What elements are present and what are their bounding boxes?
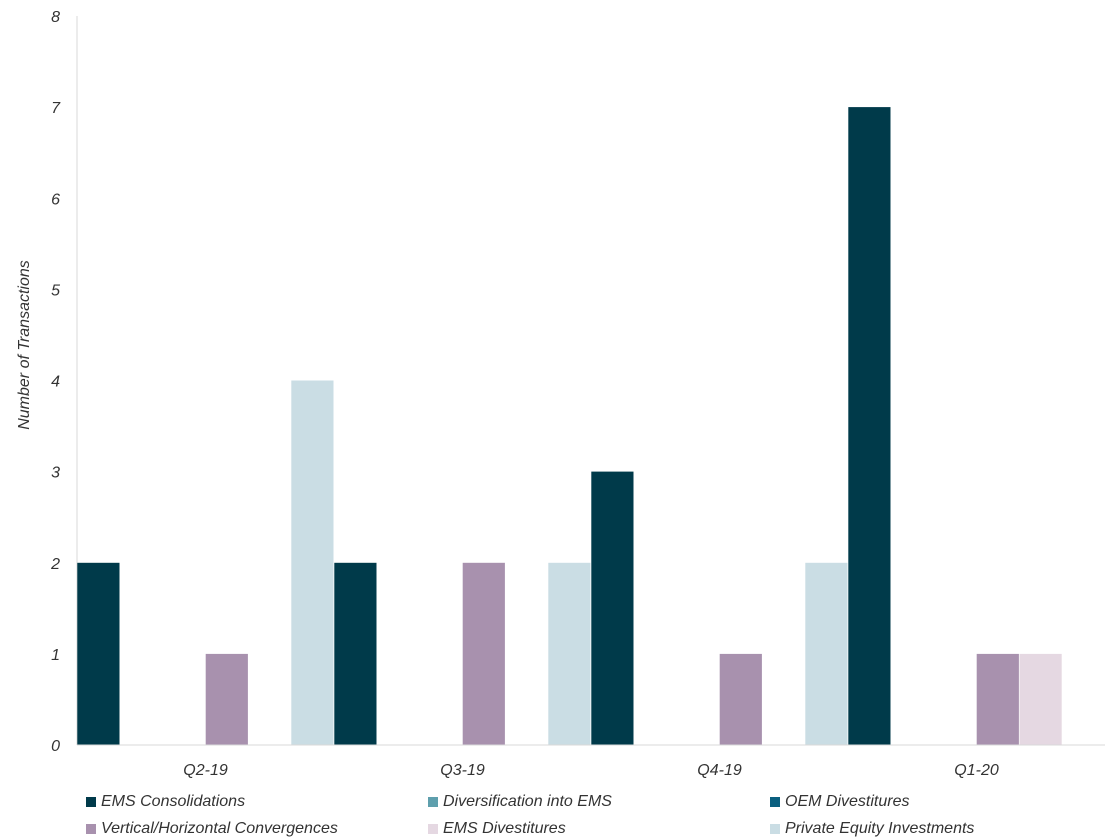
x-tick-label: Q2-19 [183, 762, 228, 779]
bar-private-equity-investments-q4-19 [805, 562, 848, 746]
y-tick-label: 3 [51, 465, 60, 482]
bars-group [77, 107, 1062, 746]
bar-ems-divestitures-q1-20 [1019, 653, 1062, 745]
bar-vertical-horizontal-convergences-q2-19 [205, 653, 248, 745]
bar-vertical-horizontal-convergences-q4-19 [719, 653, 762, 745]
bar-ems-consolidations-q4-19 [591, 471, 634, 745]
bar-private-equity-investments-q3-19 [548, 562, 591, 746]
bar-ems-consolidations-q3-19 [334, 562, 377, 746]
y-tick-label: 2 [50, 556, 60, 573]
y-tick-label: 4 [51, 374, 60, 391]
y-tick-label: 8 [51, 9, 60, 26]
bar-vertical-horizontal-convergences-q3-19 [462, 562, 505, 746]
x-axis-ticks: Q2-19 Q3-19 Q4-19 Q1-20 [183, 762, 999, 779]
y-tick-label: 5 [51, 282, 60, 299]
x-tick-label: Q4-19 [697, 762, 742, 779]
y-tick-label: 6 [51, 191, 60, 208]
y-tick-label: 7 [51, 100, 61, 117]
y-axis-ticks: 0 1 2 3 4 5 6 7 8 [50, 9, 61, 755]
bar-private-equity-investments-q2-19 [291, 380, 334, 745]
x-tick-label: Q3-19 [440, 762, 485, 779]
y-tick-label: 0 [51, 738, 60, 755]
bar-ems-consolidations-q1-20 [848, 107, 891, 746]
x-tick-label: Q1-20 [954, 762, 999, 779]
bar-vertical-horizontal-convergences-q1-20 [976, 653, 1019, 745]
y-tick-label: 1 [51, 647, 60, 664]
y-axis-title: Number of Transactions [16, 260, 33, 430]
bar-ems-consolidations-q2-19 [77, 562, 120, 746]
